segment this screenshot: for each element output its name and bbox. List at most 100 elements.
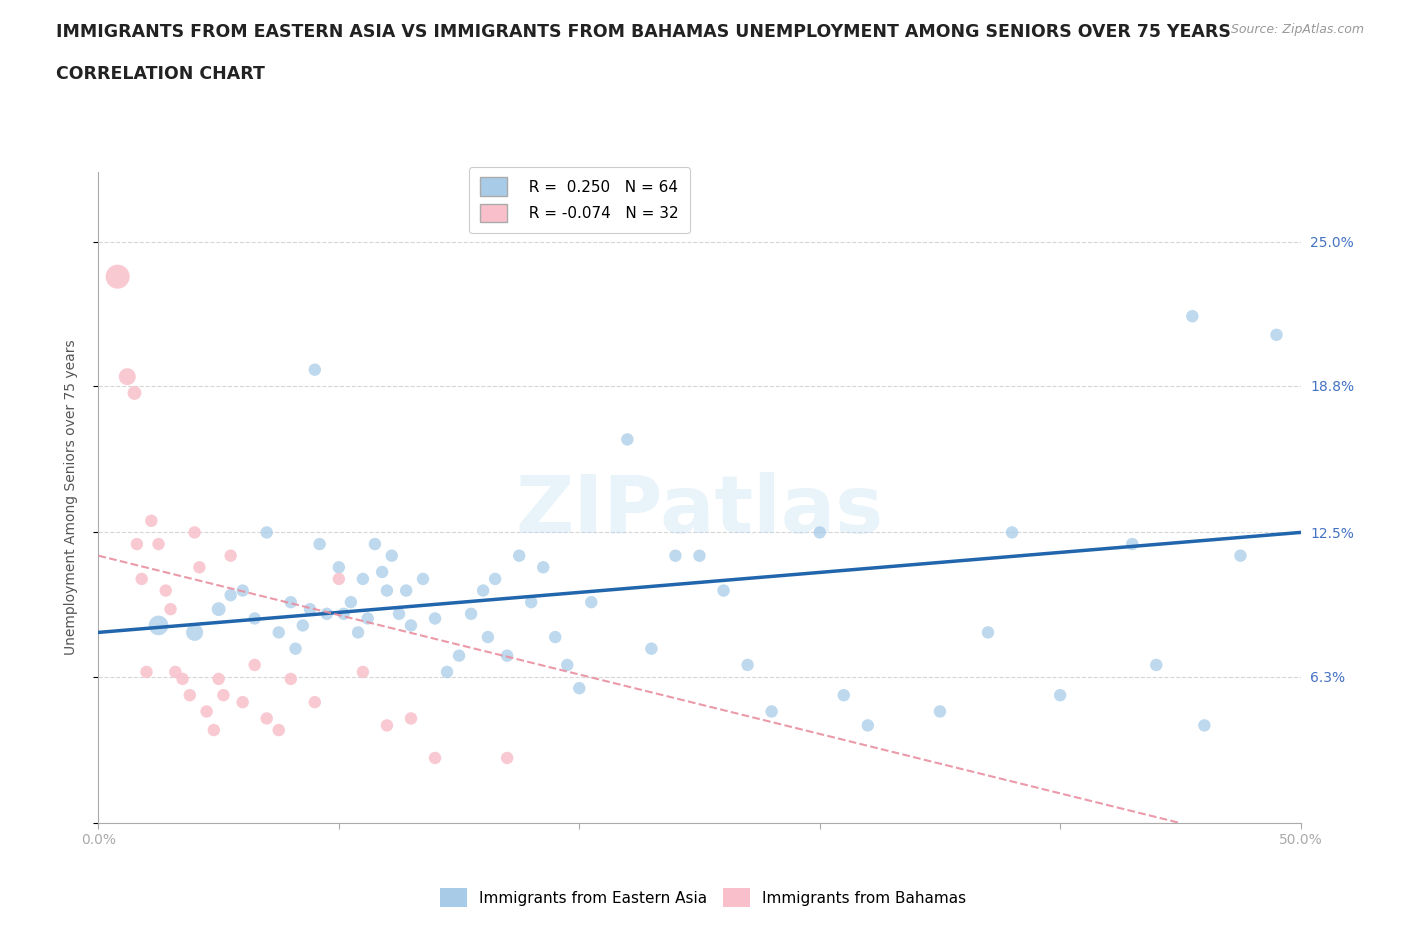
Point [284, 642, 307, 657]
Point [243, 611, 266, 626]
Point [357, 611, 380, 626]
Point [208, 602, 231, 617]
Point [508, 549, 530, 564]
Point [195, 704, 218, 719]
Point [371, 565, 394, 579]
Point [1194, 718, 1216, 733]
Point [202, 723, 225, 737]
Point [125, 537, 148, 551]
Point [352, 572, 374, 587]
Point [148, 618, 170, 633]
Point [381, 549, 404, 564]
Point [159, 602, 181, 617]
Point [977, 625, 1000, 640]
Point [256, 525, 278, 540]
Point [347, 625, 370, 640]
Point [412, 572, 434, 587]
Point [280, 595, 302, 610]
Point [117, 369, 139, 384]
Point [172, 671, 194, 686]
Point [208, 671, 231, 686]
Point [399, 618, 422, 633]
Point [496, 751, 519, 765]
Point [107, 270, 129, 285]
Point [375, 718, 398, 733]
Point [856, 718, 879, 733]
Point [477, 630, 499, 644]
Point [188, 560, 211, 575]
Point [243, 658, 266, 672]
Point [352, 665, 374, 680]
Point [1181, 309, 1204, 324]
Point [124, 386, 146, 401]
Text: IMMIGRANTS FROM EASTERN ASIA VS IMMIGRANTS FROM BAHAMAS UNEMPLOYMENT AMONG SENIO: IMMIGRANTS FROM EASTERN ASIA VS IMMIGRAN… [56, 23, 1232, 41]
Point [664, 549, 686, 564]
Point [1144, 658, 1167, 672]
Point [713, 583, 735, 598]
Point [212, 688, 235, 703]
Point [616, 432, 638, 447]
Text: Source: ZipAtlas.com: Source: ZipAtlas.com [1230, 23, 1364, 36]
Point [332, 606, 354, 621]
Point [256, 711, 278, 726]
Point [436, 665, 458, 680]
Point [328, 560, 350, 575]
Point [291, 618, 314, 633]
Point [183, 625, 205, 640]
Point [364, 537, 387, 551]
Point [141, 513, 163, 528]
Point [640, 642, 662, 657]
Point [304, 695, 326, 710]
Point [737, 658, 759, 672]
Point [388, 606, 411, 621]
Point [298, 602, 321, 617]
Point [232, 583, 254, 598]
Point [447, 648, 470, 663]
Point [148, 537, 170, 551]
Point [399, 711, 422, 726]
Point [308, 537, 330, 551]
Point [808, 525, 831, 540]
Point [340, 595, 363, 610]
Point [304, 363, 326, 378]
Point [928, 704, 950, 719]
Point [544, 630, 567, 644]
Point [328, 572, 350, 587]
Text: ZIPatlas: ZIPatlas [516, 472, 883, 550]
Legend:   R =  0.250   N = 64,   R = -0.074   N = 32: R = 0.250 N = 64, R = -0.074 N = 32 [470, 166, 689, 233]
Point [219, 588, 242, 603]
Point [179, 688, 201, 703]
Point [689, 549, 711, 564]
Point [267, 625, 290, 640]
Point [267, 723, 290, 737]
Point [135, 665, 157, 680]
Point [131, 572, 153, 587]
Point [496, 648, 519, 663]
Point [375, 583, 398, 598]
Point [531, 560, 554, 575]
Point [219, 549, 242, 564]
Point [1121, 537, 1143, 551]
Point [315, 606, 337, 621]
Point [460, 606, 482, 621]
Point [520, 595, 543, 610]
Point [423, 611, 446, 626]
Point [155, 583, 177, 598]
Point [395, 583, 418, 598]
Point [1001, 525, 1024, 540]
Point [555, 658, 578, 672]
Y-axis label: Unemployment Among Seniors over 75 years: Unemployment Among Seniors over 75 years [63, 339, 77, 656]
Point [183, 525, 205, 540]
Point [568, 681, 591, 696]
Point [1229, 549, 1251, 564]
Point [832, 688, 855, 703]
Point [165, 665, 187, 680]
Legend: Immigrants from Eastern Asia, Immigrants from Bahamas: Immigrants from Eastern Asia, Immigrants… [433, 883, 973, 913]
Point [761, 704, 783, 719]
Text: CORRELATION CHART: CORRELATION CHART [56, 65, 266, 83]
Point [423, 751, 446, 765]
Point [1265, 327, 1288, 342]
Point [581, 595, 603, 610]
Point [472, 583, 495, 598]
Point [232, 695, 254, 710]
